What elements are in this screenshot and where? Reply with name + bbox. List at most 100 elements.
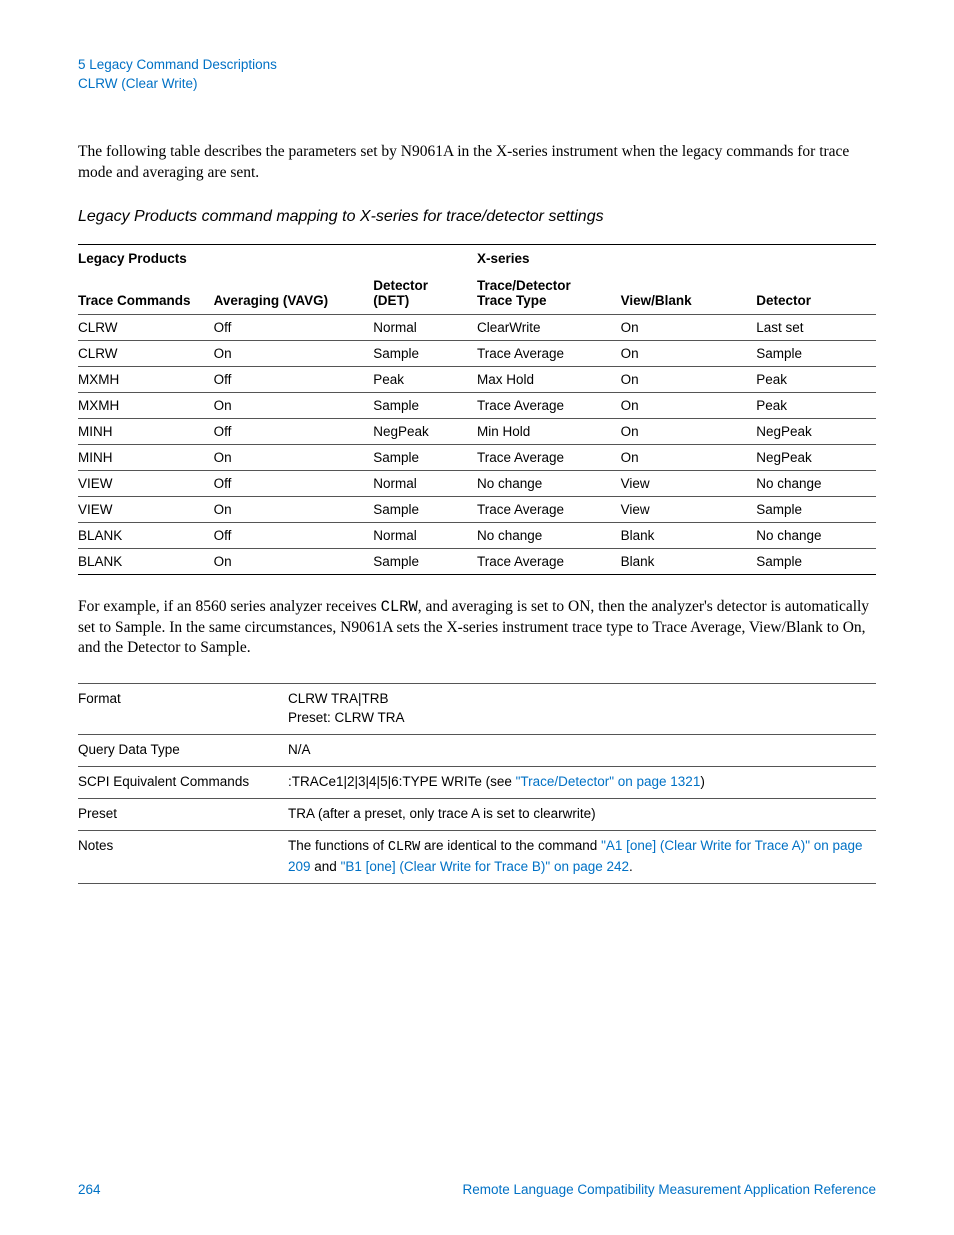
detail-label: SCPI Equivalent Commands [78, 767, 288, 799]
table-cell: On [621, 314, 757, 340]
page-footer: 264 Remote Language Compatibility Measur… [78, 1182, 876, 1197]
table-cell: CLRW [78, 340, 214, 366]
text-span: are identical to the command [420, 838, 601, 853]
table-cell: Off [214, 522, 374, 548]
mono-text: CLRW [388, 840, 420, 855]
mapping-table: Legacy Products X-series Trace CommandsA… [78, 244, 876, 575]
table-cell: On [621, 340, 757, 366]
detail-value: TRA (after a preset, only trace A is set… [288, 798, 876, 830]
table-cell: Normal [373, 470, 477, 496]
text-span: The functions of [288, 838, 388, 853]
table-cell: MINH [78, 444, 214, 470]
table-cell: On [621, 418, 757, 444]
table-cell: ClearWrite [477, 314, 621, 340]
table-cell: Max Hold [477, 366, 621, 392]
detail-table: FormatCLRW TRA|TRB Preset: CLRW TRAQuery … [78, 683, 876, 883]
detail-label: Format [78, 684, 288, 735]
table-cell: On [621, 366, 757, 392]
group-header-legacy: Legacy Products [78, 244, 477, 272]
table-cell: Last set [756, 314, 876, 340]
column-header: Averaging (VAVG) [214, 272, 374, 315]
table-cell: On [214, 548, 374, 574]
table-cell: Off [214, 418, 374, 444]
table-cell: On [214, 444, 374, 470]
table-cell: On [214, 496, 374, 522]
table-cell: On [214, 392, 374, 418]
text-span: and [311, 859, 341, 874]
table-cell: Trace Average [477, 392, 621, 418]
table-cell: Normal [373, 314, 477, 340]
table-cell: Min Hold [477, 418, 621, 444]
detail-value: :TRACe1|2|3|4|5|6:TYPE WRITe (see "Trace… [288, 767, 876, 799]
table-cell: Blank [621, 522, 757, 548]
text-span: . [629, 859, 633, 874]
chapter-label: 5 Legacy Command Descriptions [78, 56, 876, 75]
table-cell: Peak [373, 366, 477, 392]
doc-title: Remote Language Compatibility Measuremen… [463, 1182, 876, 1197]
group-header-xseries: X-series [477, 244, 876, 272]
table-cell: BLANK [78, 522, 214, 548]
table-cell: No change [477, 522, 621, 548]
page-number: 264 [78, 1182, 101, 1197]
table-cell: Peak [756, 366, 876, 392]
text-span: CLRW TRA|TRB [288, 691, 389, 706]
table-cell: Trace Average [477, 496, 621, 522]
table-cell: CLRW [78, 314, 214, 340]
table-cell: Sample [756, 548, 876, 574]
table-cell: Trace Average [477, 444, 621, 470]
table-cell: View [621, 470, 757, 496]
detail-value-line2: Preset: CLRW TRA [288, 709, 872, 728]
table-cell: BLANK [78, 548, 214, 574]
cross-ref-link[interactable]: "B1 [one] (Clear Write for Trace B)" on … [341, 859, 629, 874]
table-cell: Blank [621, 548, 757, 574]
table-title: Legacy Products command mapping to X-ser… [78, 208, 876, 226]
table-cell: Trace Average [477, 548, 621, 574]
table-cell: No change [756, 470, 876, 496]
section-label: CLRW (Clear Write) [78, 75, 876, 94]
text-span: ) [700, 774, 705, 789]
table-cell: No change [756, 522, 876, 548]
table-cell: NegPeak [373, 418, 477, 444]
column-header: Detector [756, 272, 876, 315]
table-cell: Normal [373, 522, 477, 548]
detail-value: CLRW TRA|TRB Preset: CLRW TRA [288, 684, 876, 735]
intro-paragraph: The following table describes the parame… [78, 142, 876, 184]
table-cell: Trace Average [477, 340, 621, 366]
text-span: :TRACe1|2|3|4|5|6:TYPE WRITe (see [288, 774, 516, 789]
table-cell: Off [214, 366, 374, 392]
table-cell: Sample [373, 444, 477, 470]
column-header: View/Blank [621, 272, 757, 315]
table-cell: VIEW [78, 496, 214, 522]
table-cell: MXMH [78, 392, 214, 418]
table-cell: Peak [756, 392, 876, 418]
table-cell: MXMH [78, 366, 214, 392]
detail-value: The functions of CLRW are identical to t… [288, 830, 876, 883]
table-cell: Sample [373, 392, 477, 418]
column-header: Detector(DET) [373, 272, 477, 315]
table-cell: Sample [373, 548, 477, 574]
detail-label: Query Data Type [78, 735, 288, 767]
text-span: N/A [288, 742, 311, 757]
detail-label: Preset [78, 798, 288, 830]
table-cell: NegPeak [756, 418, 876, 444]
table-cell: Sample [373, 340, 477, 366]
table-cell: Sample [756, 496, 876, 522]
table-cell: View [621, 496, 757, 522]
column-header: Trace Commands [78, 272, 214, 315]
table-cell: No change [477, 470, 621, 496]
table-cell: On [621, 392, 757, 418]
cross-ref-link[interactable]: "Trace/Detector" on page 1321 [516, 774, 701, 789]
column-header: Trace/DetectorTrace Type [477, 272, 621, 315]
table-cell: VIEW [78, 470, 214, 496]
table-cell: On [621, 444, 757, 470]
table-cell: Off [214, 470, 374, 496]
page-header: 5 Legacy Command Descriptions CLRW (Clea… [78, 56, 876, 94]
text-span: TRA (after a preset, only trace A is set… [288, 806, 596, 821]
detail-value: N/A [288, 735, 876, 767]
table-cell: Sample [373, 496, 477, 522]
example-prefix: For example, if an 8560 series analyzer … [78, 598, 381, 615]
example-mono: CLRW [381, 598, 418, 616]
table-cell: MINH [78, 418, 214, 444]
table-cell: Sample [756, 340, 876, 366]
table-cell: Off [214, 314, 374, 340]
